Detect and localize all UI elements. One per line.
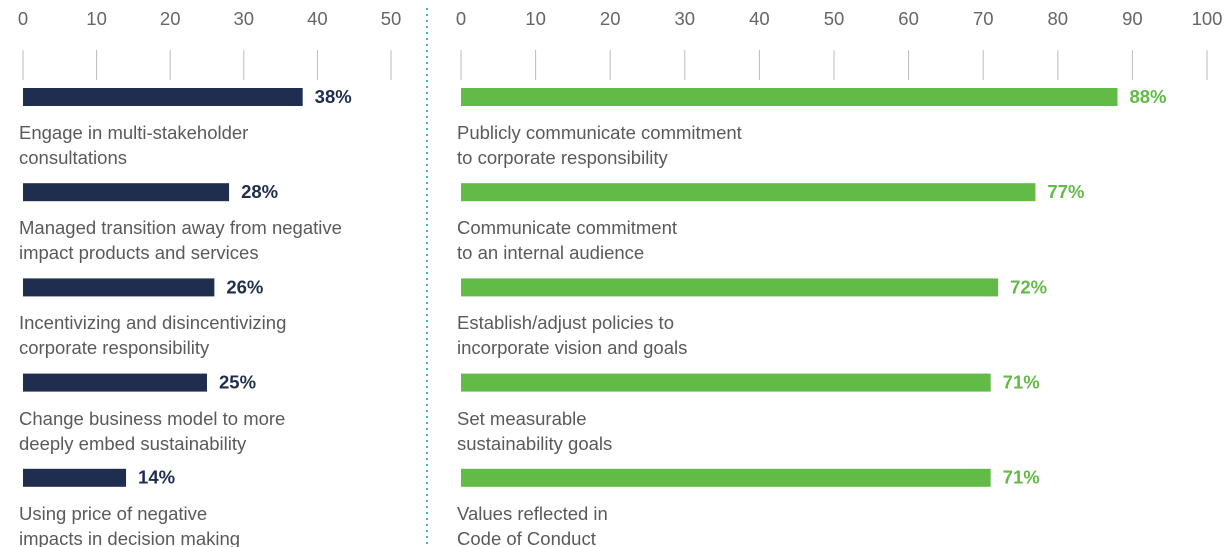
category-label: Establish/adjust policies to incorporate… bbox=[457, 312, 688, 359]
bar bbox=[461, 88, 1118, 106]
category-label: Set measurable sustainability goals bbox=[457, 407, 613, 454]
x-tick-label: 20 bbox=[160, 8, 181, 29]
category-label: Communicate commitment to an internal au… bbox=[457, 217, 678, 264]
value-label: 38% bbox=[315, 86, 352, 107]
x-tick-label: 30 bbox=[234, 8, 255, 29]
category-label: Values reflected in Code of Conduct bbox=[457, 502, 608, 547]
category-label: Using price of negative impacts in decis… bbox=[19, 502, 241, 547]
x-tick-label: 80 bbox=[1048, 8, 1069, 29]
x-tick-label: 50 bbox=[381, 8, 402, 29]
category-label: Managed transition away from negative im… bbox=[19, 217, 342, 264]
x-tick-label: 60 bbox=[898, 8, 919, 29]
value-label: 72% bbox=[1010, 276, 1047, 297]
value-label: 14% bbox=[138, 467, 175, 488]
x-tick-label: 0 bbox=[18, 8, 28, 29]
x-tick-label: 40 bbox=[749, 8, 770, 29]
value-label: 25% bbox=[219, 371, 256, 392]
x-tick-label: 0 bbox=[456, 8, 466, 29]
x-tick-label: 20 bbox=[600, 8, 621, 29]
x-tick-label: 100 bbox=[1192, 8, 1223, 29]
x-tick-label: 40 bbox=[307, 8, 328, 29]
x-tick-label: 10 bbox=[86, 8, 107, 29]
bar bbox=[461, 183, 1036, 202]
category-label: Publicly communicate commitment to corpo… bbox=[457, 122, 742, 168]
x-tick-label: 90 bbox=[1122, 8, 1143, 29]
bar bbox=[23, 373, 207, 392]
category-label: Change business model to more deeply emb… bbox=[19, 407, 286, 454]
value-label: 71% bbox=[1003, 467, 1040, 488]
bar bbox=[23, 278, 215, 297]
bar bbox=[23, 88, 303, 106]
bar bbox=[23, 468, 127, 487]
value-label: 77% bbox=[1047, 181, 1084, 202]
value-label: 26% bbox=[226, 276, 263, 297]
value-label: 71% bbox=[1003, 371, 1040, 392]
bar bbox=[461, 373, 991, 392]
x-tick-label: 10 bbox=[525, 8, 546, 29]
value-label: 88% bbox=[1129, 86, 1166, 107]
x-tick-label: 70 bbox=[973, 8, 994, 29]
category-label: Incentivizing and disincentivizing corpo… bbox=[19, 312, 287, 359]
bar bbox=[461, 468, 991, 487]
bar bbox=[23, 183, 230, 202]
x-tick-label: 30 bbox=[675, 8, 696, 29]
category-label: Engage in multi-stakeholder consultation… bbox=[19, 122, 249, 168]
x-tick-label: 50 bbox=[824, 8, 845, 29]
bar bbox=[461, 278, 999, 297]
value-label: 28% bbox=[241, 181, 278, 202]
